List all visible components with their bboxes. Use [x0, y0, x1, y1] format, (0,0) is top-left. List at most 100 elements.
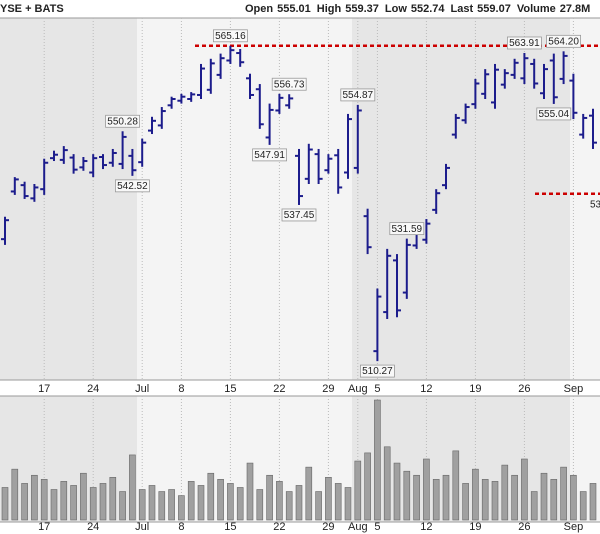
value-label: 550.28 [105, 114, 140, 128]
volume-bar [452, 450, 460, 521]
value-label: 556.73 [271, 77, 307, 91]
quote-value: 555.01 [277, 3, 311, 15]
x-tick-label: 26 [518, 383, 530, 395]
value-label: 565.16 [212, 29, 248, 43]
x-tick-label: 29 [322, 383, 334, 395]
quote-label: Low [385, 3, 407, 15]
volume-bar [481, 479, 489, 521]
volume-bar [334, 483, 342, 521]
value-label: 510.27 [359, 364, 395, 378]
exchange: YSE + BATS [0, 3, 64, 15]
volume-bar [364, 452, 371, 521]
volume-bar [579, 491, 587, 521]
x-tick-label: 8 [178, 383, 184, 395]
volume-bar [236, 487, 244, 521]
month-shade [0, 396, 137, 522]
volume-bar [138, 489, 146, 521]
month-shade [352, 18, 570, 380]
volume-bar [285, 491, 293, 521]
volume-bar [99, 483, 107, 521]
quote-label: Volume [517, 3, 556, 15]
volume-bar [40, 479, 48, 521]
volume-bar [521, 458, 528, 521]
volume-bar [256, 489, 264, 521]
value-label: 564.20 [546, 34, 581, 48]
label-text: 564.20 [548, 36, 579, 47]
volume-bar [344, 487, 352, 521]
volume-bar [432, 479, 440, 521]
x-tick-label: Jul [135, 521, 149, 533]
volume-bar [540, 472, 548, 521]
x-tick-label: 29 [322, 521, 334, 533]
volume-bar [276, 481, 283, 521]
quote-value: 27.8M [560, 3, 591, 15]
volume-bar [187, 481, 195, 521]
x-tick-label: 15 [224, 521, 236, 533]
volume-bar [31, 474, 38, 521]
x-tick-label: 22 [273, 383, 285, 395]
x-tick-label: 19 [469, 521, 481, 533]
volume-bar [383, 446, 391, 521]
quote-value: 552.74 [411, 3, 446, 15]
month-shade [570, 18, 600, 380]
quote-value: 559.07 [477, 3, 511, 15]
volume-bar [11, 468, 19, 521]
x-tick-label: Sep [564, 383, 584, 395]
volume-bar [501, 464, 509, 521]
label-text: 537.45 [284, 210, 315, 221]
volume-bar [217, 479, 224, 521]
volume-bar [89, 487, 97, 521]
volume-bar [423, 458, 430, 521]
volume-bar [354, 460, 362, 521]
x-tick-label: 17 [38, 383, 50, 395]
volume-bar [168, 489, 175, 521]
label-box [359, 364, 395, 378]
x-tick-label: 24 [87, 383, 99, 395]
volume-bar [442, 474, 450, 521]
volume-bar [589, 483, 597, 521]
volume-bar [550, 479, 558, 521]
label-box [546, 34, 581, 48]
volume-bar [178, 495, 185, 521]
x-tick-label: Aug [348, 521, 368, 533]
x-tick-label: 22 [273, 521, 285, 533]
volume-bar [21, 483, 28, 521]
label-text: 510.27 [362, 366, 393, 377]
label-text: 554.87 [343, 90, 374, 101]
level-label: 53 [590, 199, 600, 210]
quote-value: 559.37 [345, 3, 379, 15]
volume-bar [472, 468, 479, 521]
label-text: 531.59 [392, 224, 423, 235]
x-tick-label: Jul [135, 383, 149, 395]
volume-bar [197, 485, 205, 521]
label-text: 550.28 [107, 116, 138, 127]
label-box [340, 88, 376, 102]
label-box [271, 77, 307, 91]
volume-bar [207, 472, 215, 521]
x-tick-label: 15 [224, 383, 236, 395]
x-tick-label: 24 [87, 521, 99, 533]
volume-bar [295, 485, 303, 521]
volume-bar [374, 399, 381, 521]
volume-bar [227, 483, 234, 521]
volume-bar [80, 472, 87, 521]
x-tick-label: Aug [348, 383, 368, 395]
label-box [115, 179, 150, 193]
value-label: 537.45 [281, 208, 317, 222]
value-label: 531.59 [389, 222, 425, 236]
volume-bar [393, 462, 401, 521]
value-label: 555.04 [536, 107, 572, 121]
label-text: 555.04 [539, 109, 570, 120]
x-tick-label: Sep [564, 521, 584, 533]
volume-bar [530, 491, 538, 521]
volume-bar [246, 462, 254, 521]
value-label: 547.91 [252, 148, 288, 162]
volume-bar [1, 487, 9, 521]
volume-bar [315, 491, 322, 521]
volume-bar [560, 466, 567, 521]
volume-bar [325, 476, 332, 521]
shading [0, 18, 600, 522]
volume-bar [570, 474, 577, 521]
volume-bar [119, 491, 126, 521]
month-shade [0, 18, 137, 380]
